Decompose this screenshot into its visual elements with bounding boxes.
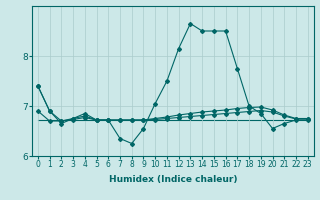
X-axis label: Humidex (Indice chaleur): Humidex (Indice chaleur)	[108, 175, 237, 184]
